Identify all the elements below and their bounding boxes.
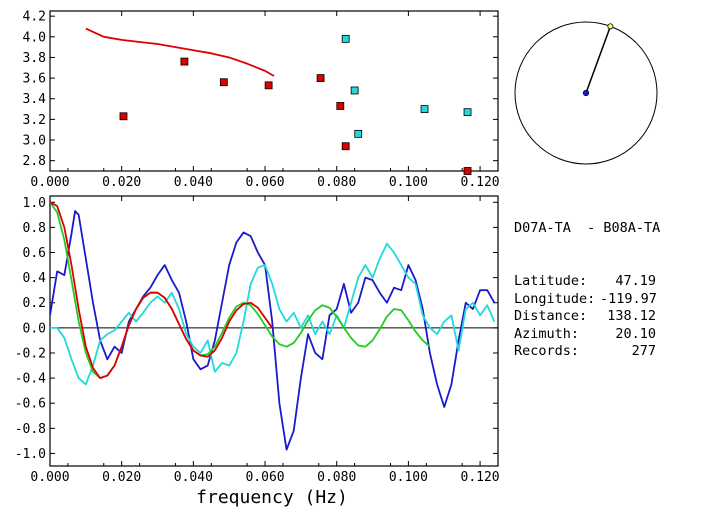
- data-point: [350, 86, 359, 95]
- info-row: Records: 277: [514, 343, 660, 361]
- top-tick-labels: 0.000 0.020 0.040 0.060 0.080 0.100 0.120 2.8 3.…: [23, 10, 500, 190]
- info-value: -119.97: [600, 290, 657, 307]
- y-tick-label: 4.2: [23, 10, 46, 25]
- data-point: [463, 167, 472, 175]
- y-tick-label: 3.2: [23, 113, 46, 128]
- data-point: [119, 112, 128, 121]
- x-tick-label: 0.120: [461, 470, 500, 485]
- info-row: Distance: 138.12: [514, 308, 660, 326]
- x-tick-label: 0.000: [30, 470, 69, 485]
- x-tick-label: 0.020: [102, 175, 141, 190]
- azimuth-line: [585, 26, 612, 94]
- series-line-1: [50, 242, 496, 386]
- y-tick-label: 3.8: [23, 51, 46, 66]
- data-point: [336, 102, 345, 110]
- y-tick-label: 2.8: [23, 154, 46, 169]
- series-line-0: [50, 210, 496, 451]
- info-rows: Latitude: 47.19 Longitude: -119.97 Distance:…: [514, 273, 660, 361]
- bottom-marks: [50, 201, 498, 451]
- x-tick-label: 0.100: [389, 175, 428, 190]
- x-tick-label: 0.000: [30, 175, 69, 190]
- y-tick-label: -0.6: [15, 397, 46, 412]
- info-label: Distance:: [514, 308, 588, 325]
- top-panel: 0.000 0.020 0.040 0.060 0.080 0.100 0.120 2.8 3.…: [23, 10, 500, 190]
- dial-center-dot: [582, 89, 590, 97]
- x-tick-label: 0.120: [461, 175, 500, 190]
- station-info-panel: D07A-TA - B08A-TA Latitude: 47.19 Longitud…: [514, 185, 660, 379]
- x-tick-label: 0.040: [174, 470, 213, 485]
- dial-circle: [514, 21, 658, 165]
- series-line-3: [50, 201, 273, 379]
- info-label: Latitude:: [514, 272, 588, 289]
- data-point: [341, 142, 350, 151]
- y-tick-label: -0.8: [15, 422, 46, 437]
- info-row: Longitude: -119.97: [514, 291, 660, 309]
- azimuth-dial: [514, 21, 658, 165]
- y-tick-label: -0.4: [15, 372, 46, 387]
- info-value: 138.12: [607, 308, 656, 325]
- bottom-tick-labels: 0.000 0.020 0.040 0.060 0.080 0.100 0.120 1.0 0.…: [15, 196, 500, 485]
- info-label: Records:: [514, 343, 580, 360]
- bottom-frame: [49, 195, 499, 467]
- data-point: [420, 105, 429, 113]
- x-tick-label: 0.060: [245, 470, 284, 485]
- x-tick-label: 0.040: [174, 175, 213, 190]
- bottom-panel: 0.000 0.020 0.040 0.060 0.080 0.100 0.120 1.0 0.…: [15, 195, 500, 508]
- y-tick-label: 1.0: [23, 196, 46, 211]
- x-tick-label: 0.060: [245, 175, 284, 190]
- info-value: 47.19: [615, 272, 656, 289]
- series-line-2: [85, 27, 275, 77]
- info-label: Azimuth:: [514, 325, 580, 342]
- x-tick-label: 0.080: [317, 470, 356, 485]
- y-tick-label: 0.6: [23, 246, 46, 261]
- data-point: [463, 108, 472, 117]
- x-tick-label: 0.020: [102, 470, 141, 485]
- data-point: [354, 129, 363, 138]
- data-point: [316, 74, 325, 82]
- y-tick-label: 3.6: [23, 72, 46, 87]
- x-tick-label: 0.080: [317, 175, 356, 190]
- y-tick-label: 0.2: [23, 296, 46, 311]
- top-marks: [85, 27, 472, 175]
- info-value: 277: [631, 343, 656, 360]
- y-tick-label: 0.8: [23, 221, 46, 236]
- top-frame: [49, 10, 499, 172]
- y-tick-label: 0.4: [23, 271, 47, 286]
- x-tick-label: 0.100: [389, 470, 428, 485]
- y-tick-label: 3.0: [23, 134, 46, 149]
- series-line-2: [50, 201, 431, 379]
- data-point: [264, 81, 273, 90]
- info-row: Azimuth: 20.10: [514, 326, 660, 344]
- y-tick-label: 3.4: [23, 92, 47, 107]
- x-axis-label: frequency (Hz): [196, 487, 348, 508]
- station-pair: D07A-TA - B08A-TA: [514, 220, 661, 237]
- data-point: [180, 57, 189, 66]
- y-tick-label: 0.0: [23, 321, 46, 336]
- info-row: Latitude: 47.19: [514, 273, 660, 291]
- azimuth-marker: [607, 23, 614, 30]
- y-tick-label: -0.2: [15, 346, 46, 361]
- y-tick-label: 4.0: [23, 30, 46, 45]
- info-value: 20.10: [615, 325, 656, 342]
- data-point: [341, 34, 350, 43]
- data-point: [219, 78, 228, 87]
- info-label: Longitude:: [514, 290, 596, 307]
- y-tick-label: -1.0: [15, 447, 46, 462]
